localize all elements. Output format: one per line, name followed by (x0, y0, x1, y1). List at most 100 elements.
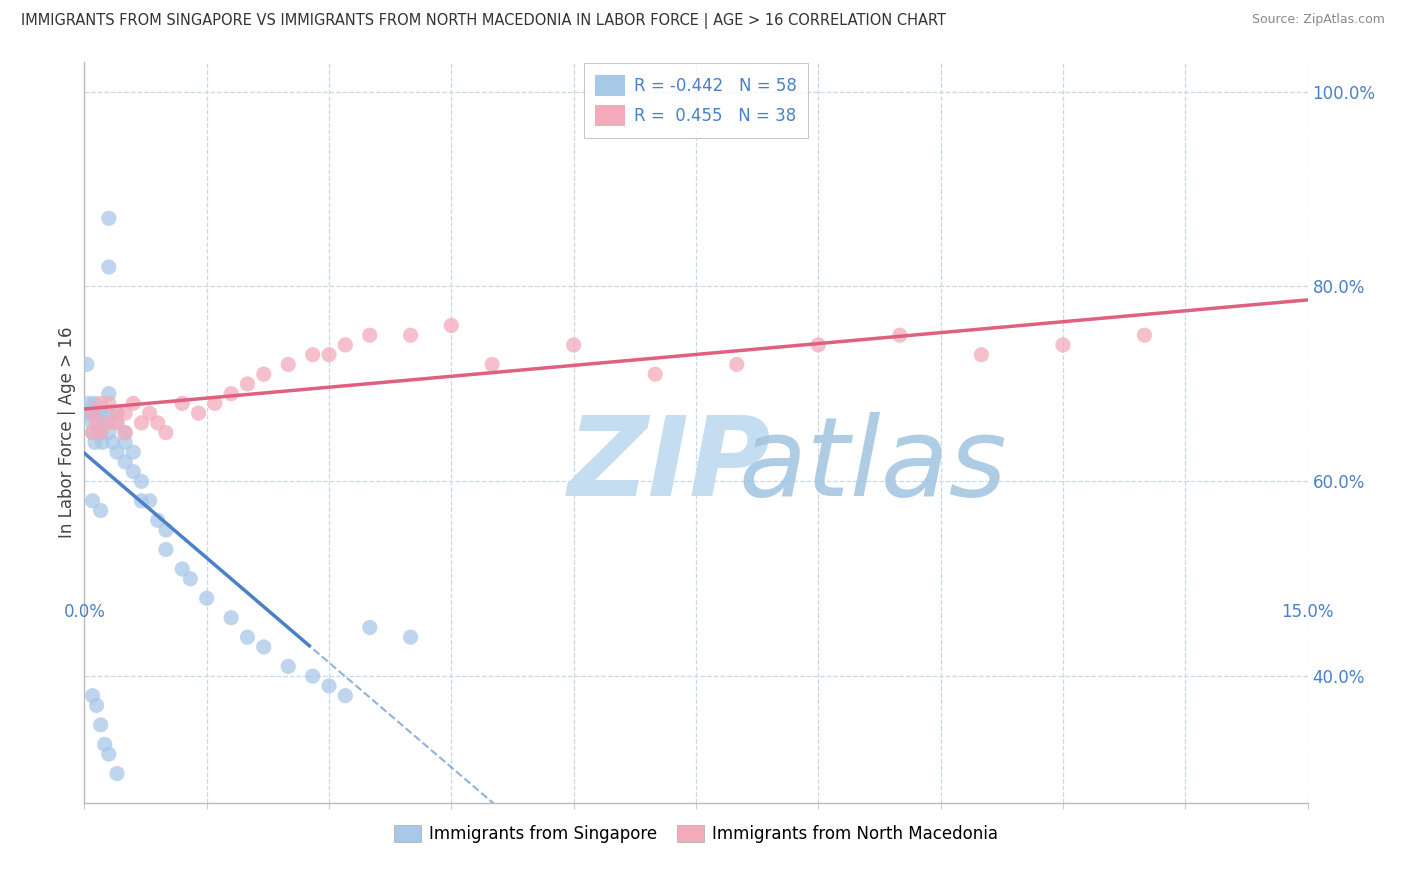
Point (253, 640, 276, 654)
Point (335, 689, 357, 703)
Point (131, 416, 153, 430)
Point (187, 406, 209, 420)
Point (90, 416, 112, 430)
Point (253, 367, 276, 381)
Point (90, 503, 112, 517)
Point (146, 416, 169, 430)
Point (236, 376, 259, 391)
Point (131, 475, 153, 489)
Point (90, 425, 112, 440)
Legend: Immigrants from Singapore, Immigrants from North Macedonia: Immigrants from Singapore, Immigrants fr… (387, 819, 1005, 850)
Point (90, 425, 112, 440)
Point (77, 396, 100, 410)
Point (101, 435, 124, 450)
Point (399, 630, 422, 644)
Point (82, 425, 104, 440)
Point (84, 435, 107, 450)
Point (970, 348, 993, 362)
Point (83, 396, 105, 410)
Point (86, 416, 108, 430)
Point (1052, 338, 1074, 352)
Point (82, 425, 104, 440)
Point (114, 435, 136, 450)
Point (399, 328, 422, 343)
Point (91, 435, 114, 450)
Point (82, 416, 104, 430)
Point (335, 338, 357, 352)
Point (481, 358, 503, 372)
Point (87, 425, 110, 440)
Point (138, 406, 160, 420)
Point (359, 328, 381, 343)
Point (105, 416, 128, 430)
Point (97, 386, 120, 401)
Point (277, 358, 299, 372)
Point (807, 338, 830, 352)
Point (277, 659, 299, 673)
Point (93, 737, 115, 751)
Point (87, 406, 110, 420)
Point (90, 406, 112, 420)
Point (318, 348, 340, 362)
Point (97, 425, 120, 440)
Point (82, 493, 104, 508)
Point (97, 396, 120, 410)
Point (105, 416, 128, 430)
Y-axis label: In Labor Force | Age > 16: In Labor Force | Age > 16 (58, 326, 76, 539)
Text: 15.0%: 15.0% (1281, 603, 1334, 621)
Point (172, 562, 194, 576)
Point (301, 669, 323, 683)
Point (195, 591, 218, 606)
Point (155, 425, 177, 440)
Point (75, 406, 97, 420)
Text: 0.0%: 0.0% (63, 603, 105, 621)
Point (122, 445, 145, 459)
Point (318, 679, 340, 693)
Point (155, 542, 177, 557)
Point (82, 406, 104, 420)
Point (114, 425, 136, 440)
Point (90, 406, 112, 420)
Text: ZIP: ZIP (568, 412, 770, 519)
Point (82, 406, 104, 420)
Point (76, 358, 98, 372)
Point (86, 698, 108, 713)
Point (219, 610, 242, 624)
Point (86, 406, 108, 420)
Point (236, 630, 259, 644)
Point (97, 406, 120, 420)
Point (122, 396, 145, 410)
Point (105, 445, 128, 459)
Point (725, 358, 748, 372)
Point (114, 455, 136, 469)
Point (146, 513, 169, 527)
Point (138, 493, 160, 508)
Point (889, 328, 911, 343)
Point (105, 406, 128, 420)
Point (155, 523, 177, 537)
Point (131, 493, 153, 508)
Point (122, 465, 145, 479)
Point (179, 572, 201, 586)
Point (90, 396, 112, 410)
Point (114, 406, 136, 420)
Point (562, 338, 585, 352)
Point (219, 386, 242, 401)
Point (97, 416, 120, 430)
Text: Source: ZipAtlas.com: Source: ZipAtlas.com (1251, 13, 1385, 27)
Point (97, 747, 120, 761)
Point (97, 260, 120, 274)
Point (440, 318, 463, 333)
Point (359, 620, 381, 634)
Point (114, 425, 136, 440)
Text: atlas: atlas (738, 412, 1008, 519)
Point (90, 718, 112, 732)
Point (79, 406, 101, 420)
Point (1133, 328, 1156, 343)
Point (301, 348, 323, 362)
Point (105, 406, 128, 420)
Text: IMMIGRANTS FROM SINGAPORE VS IMMIGRANTS FROM NORTH MACEDONIA IN LABOR FORCE | AG: IMMIGRANTS FROM SINGAPORE VS IMMIGRANTS … (21, 13, 946, 29)
Point (93, 416, 115, 430)
Point (644, 367, 666, 381)
Point (204, 396, 226, 410)
